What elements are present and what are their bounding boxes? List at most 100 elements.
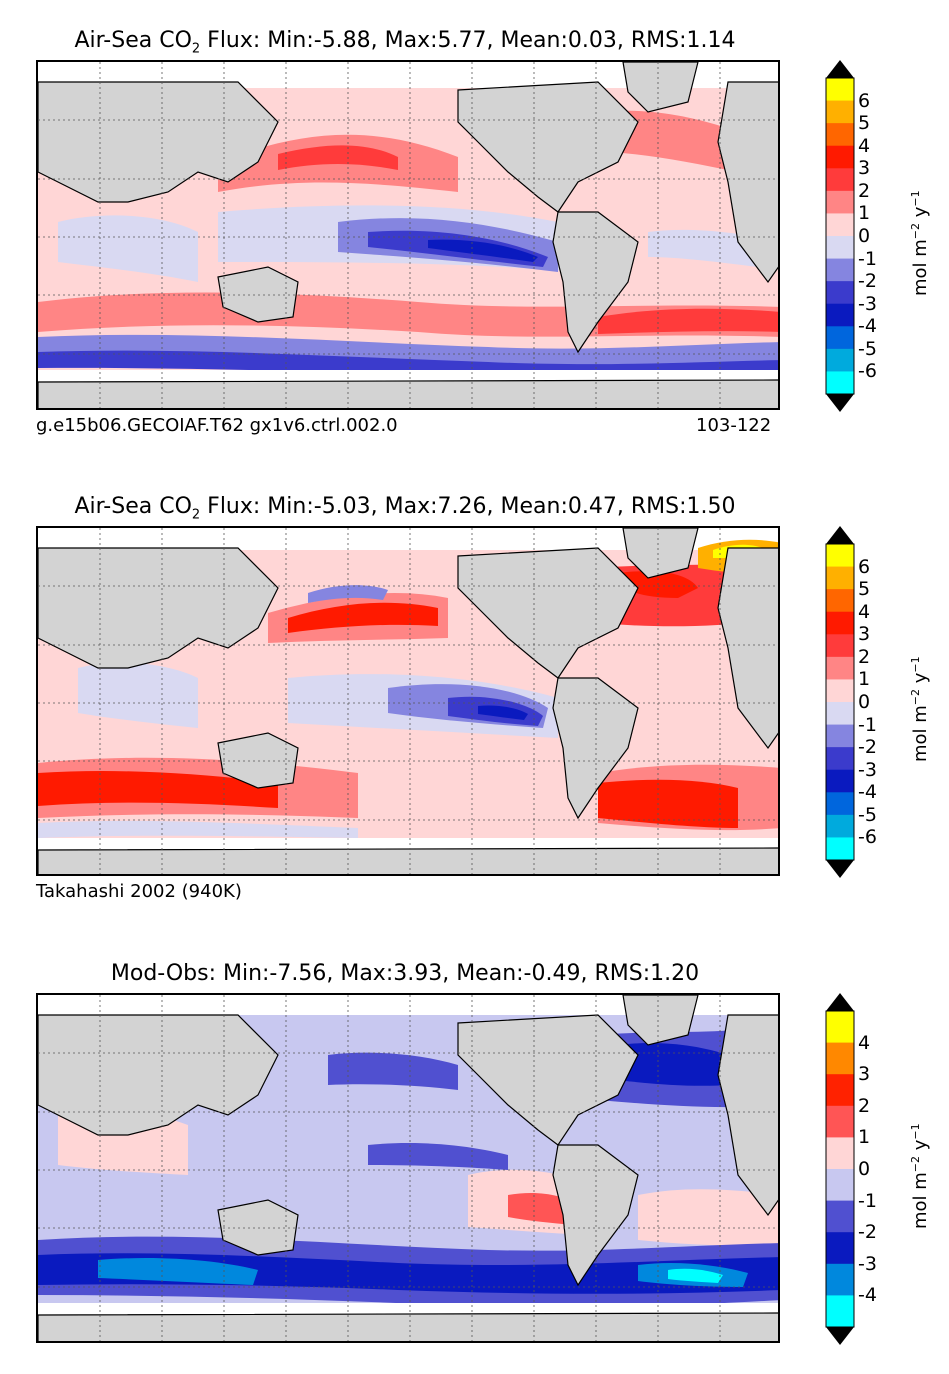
colorbar-tick-label: 5 [858,578,871,601]
colorbar-tick-label: -2 [858,736,877,759]
colorbar-tick-label: -4 [858,781,877,804]
colorbar-block [826,78,854,102]
colorbar-tick-label: -1 [858,1189,877,1212]
colorbar-block [826,724,854,748]
colorbar-block [826,589,854,613]
colorbar-block [826,123,854,147]
colorbar-block [826,702,854,726]
colorbar-tick-label: 3 [858,1063,871,1086]
colorbar-tick-label: -3 [858,758,877,781]
panel-2-colorbar [825,526,855,878]
colorbar-extend-min [826,860,854,878]
colorbar-block [826,566,854,590]
colorbar-block [826,100,854,124]
colorbar-block [826,281,854,305]
panel-2-caption-left: Takahashi 2002 (940K) [36,881,242,902]
panel-3-colorbar [825,993,855,1345]
colorbar-block [826,792,854,816]
colorbar-block [826,258,854,282]
colorbar-tick-label: -3 [858,292,877,315]
colorbar-tick-label: -4 [858,315,877,338]
colorbar-tick-label: -5 [858,803,877,826]
panel-3-title: Mod-Obs: Min:-7.56, Max:3.93, Mean:-0.49… [110,961,700,986]
panel-2-map-svg [38,528,778,874]
colorbar-extend-max [826,60,854,78]
colorbar-tick-label: -2 [858,270,877,293]
colorbar-tick-label: 0 [858,1158,871,1180]
colorbar-block [826,303,854,327]
panel-2-colorbar-unit: mol m−2 y−1 [909,656,931,762]
colorbar-block [826,1074,854,1107]
colorbar-block [826,1011,854,1044]
colorbar-tick-label: -1 [858,713,877,736]
colorbar-outline [825,1010,855,1328]
colorbar-tick-label: 2 [858,1094,871,1117]
panel-1-colorbar [825,60,855,412]
colorbar-outline [825,543,855,861]
panel-1-caption-left: g.e15b06.GECOIAF.T62 gx1v6.ctrl.002.0 [36,415,398,436]
panel-1-colorbar-unit: mol m−2 y−1 [909,190,931,296]
panel-3-colorbar-unit: mol m−2 y−1 [909,1123,931,1229]
colorbar-block [826,814,854,838]
colorbar-tick-label: 1 [858,668,871,691]
colorbar-tick-label: -5 [858,337,877,360]
colorbar-extend-min [826,1327,854,1345]
colorbar-block [826,544,854,568]
colorbar-tick-label: -2 [858,1221,877,1244]
panel-1-caption-right: 103-122 [696,415,772,436]
colorbar-tick-label: 1 [858,202,871,225]
colorbar-block [826,1042,854,1075]
colorbar-tick-label: 5 [858,112,871,135]
colorbar-tick-label: 2 [858,179,871,202]
colorbar-extend-max [826,993,854,1011]
colorbar-tick-label: 6 [858,555,871,578]
colorbar-block [826,679,854,703]
panel-3-colorbar-svg [825,993,855,1345]
panel-1-colorbar-svg [825,60,855,412]
colorbar-block [826,1200,854,1233]
colorbar-block [826,213,854,237]
colorbar-block [826,190,854,214]
colorbar-block [826,634,854,658]
colorbar-block [826,1137,854,1170]
colorbar-block [826,656,854,680]
colorbar-block [826,837,854,861]
colorbar-tick-label: 0 [858,225,871,247]
colorbar-tick-label: -6 [858,360,877,383]
panel-3-map [36,993,780,1343]
colorbar-block [826,236,854,260]
colorbar-block [826,145,854,169]
panel-1-map-svg [38,62,778,408]
colorbar-block [826,1295,854,1328]
panel-2-colorbar-svg [825,526,855,878]
colorbar-outline [825,77,855,395]
colorbar-block [826,1263,854,1296]
panel-1-title: Air-Sea CO2 Flux: Min:-5.88, Max:5.77, M… [74,28,736,57]
panel-2-map [36,526,780,876]
colorbar-block [826,348,854,372]
colorbar-block [826,1169,854,1202]
colorbar-extend-min [826,394,854,412]
colorbar-tick-label: 4 [858,1031,871,1054]
panel-1-map [36,60,780,410]
colorbar-block [826,168,854,192]
colorbar-tick-label: 3 [858,157,871,180]
colorbar-block [826,326,854,350]
colorbar-block [826,747,854,771]
colorbar-tick-label: 2 [858,645,871,668]
colorbar-tick-label: 6 [858,89,871,112]
colorbar-block [826,611,854,635]
colorbar-tick-label: 4 [858,600,871,623]
panel-2-title: Air-Sea CO2 Flux: Min:-5.03, Max:7.26, M… [74,494,736,523]
colorbar-tick-label: 1 [858,1126,871,1149]
colorbar-block [826,1105,854,1138]
colorbar-tick-label: -6 [858,826,877,849]
colorbar-tick-label: 4 [858,134,871,157]
colorbar-tick-label: -3 [858,1252,877,1275]
colorbar-tick-label: 0 [858,691,871,713]
colorbar-tick-label: -1 [858,247,877,270]
colorbar-block [826,371,854,395]
panel-3-map-svg [38,995,778,1341]
colorbar-tick-label: -4 [858,1284,877,1307]
colorbar-block [826,1232,854,1265]
